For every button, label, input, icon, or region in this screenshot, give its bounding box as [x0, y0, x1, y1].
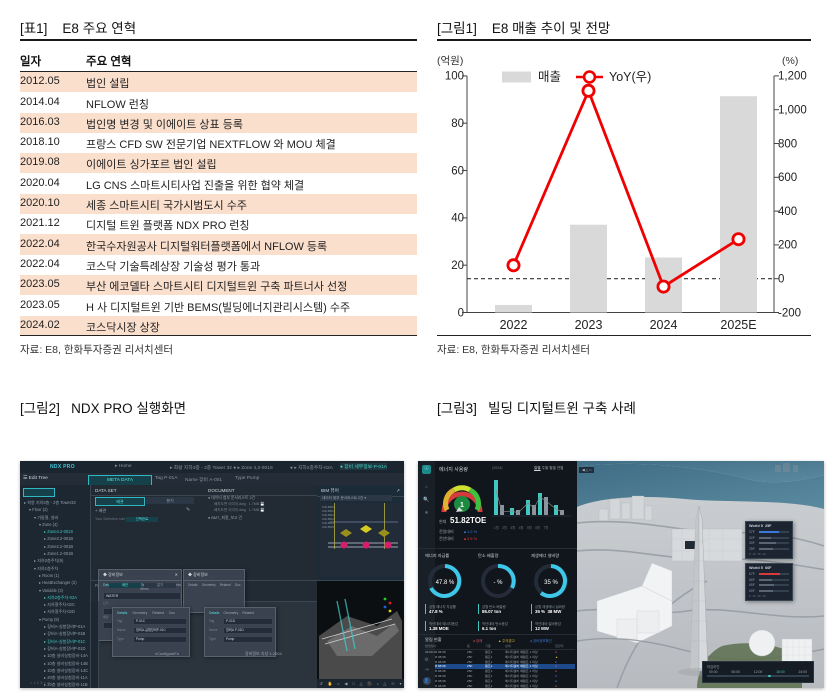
svg-text:2024: 2024 [650, 318, 678, 332]
svg-text:0: 0 [458, 307, 464, 319]
svg-text:-200: -200 [778, 307, 801, 319]
svg-text:1: 1 [460, 502, 464, 509]
svg-text:2023: 2023 [575, 318, 603, 332]
svg-text:800: 800 [778, 138, 797, 150]
svg-text:80: 80 [451, 118, 464, 130]
svg-text:20: 20 [451, 260, 464, 272]
svg-text:0: 0 [778, 274, 784, 286]
svg-text:(억원): (억원) [437, 55, 463, 67]
svg-text:47.8 %: 47.8 % [436, 580, 455, 586]
svg-text:600: 600 [778, 172, 797, 184]
svg-text:매출: 매출 [538, 70, 561, 84]
svg-text:400: 400 [778, 206, 797, 218]
svg-text:35 %: 35 % [544, 580, 558, 586]
svg-text:2022: 2022 [500, 318, 528, 332]
svg-text:1,000: 1,000 [778, 105, 807, 117]
svg-text:2025E: 2025E [720, 318, 756, 332]
svg-text:1,200: 1,200 [778, 71, 807, 83]
svg-text:100: 100 [445, 71, 464, 83]
svg-text:- %: - % [494, 580, 504, 586]
svg-text:(%): (%) [782, 55, 798, 67]
svg-text:60: 60 [451, 165, 464, 177]
svg-text:40: 40 [451, 213, 464, 225]
svg-text:200: 200 [778, 240, 797, 252]
svg-text:YoY(우): YoY(우) [609, 70, 651, 84]
